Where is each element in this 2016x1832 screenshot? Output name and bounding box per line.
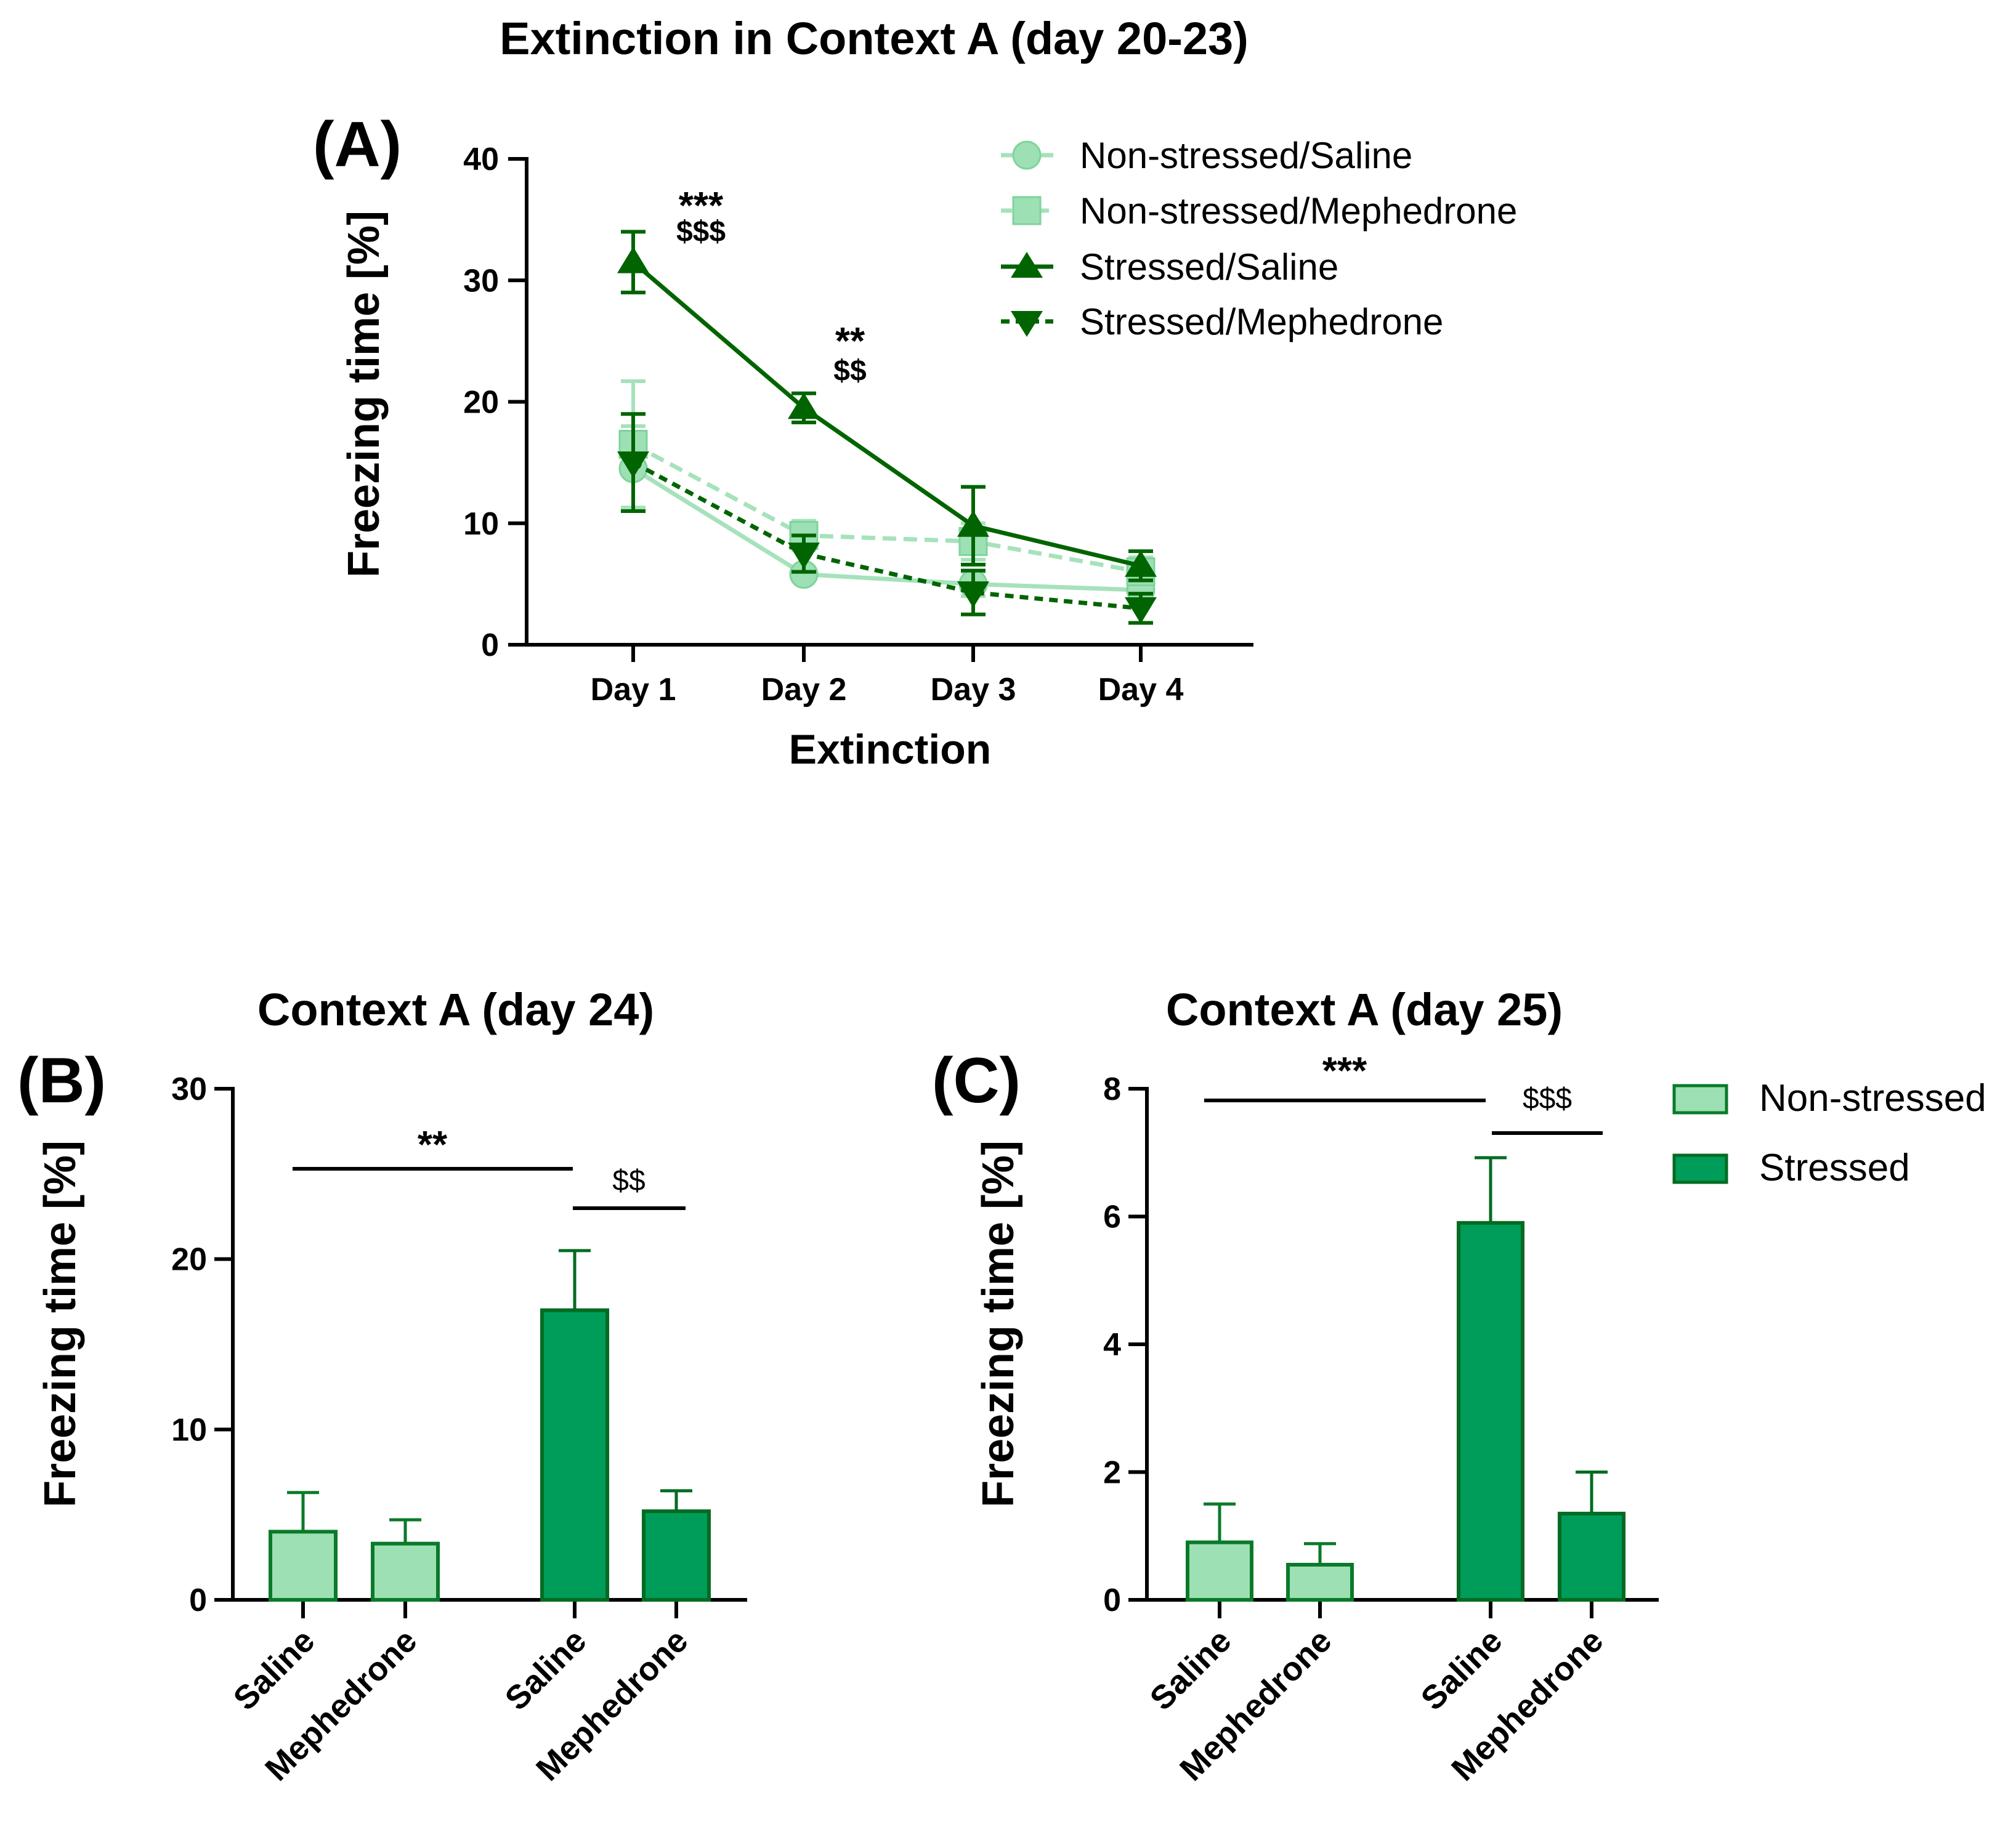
panel-a-ylabel: Freezing time [%] [339,211,389,578]
series-line [632,467,1141,592]
panel-b-title: Context A (day 24) [257,984,654,1035]
panel-a-legend: Non-stressed/Saline Non-stressed/Mephedr… [1001,135,1517,342]
y-tick-label: 8 [1103,1071,1121,1107]
legend-item-non-stressed-saline: Non-stressed/Saline [1001,135,1412,176]
y-tick-label: 30 [171,1071,207,1107]
panel-a-title: Extinction in Context A (day 20-23) [500,13,1249,64]
y-tick-label: 0 [189,1583,207,1618]
legend-swatch-dark [1672,1153,1728,1184]
panel-a-annotations: *** $$$ ** $$ [676,185,867,387]
legend-label: Non-stressed/Saline [1080,135,1412,176]
annotation-day2-dollars: $$ [833,355,867,387]
data-point [1125,597,1157,624]
series-line [632,442,1141,575]
series-stressed-saline [617,230,1157,583]
sig-dollars-c: $$$ [1523,1083,1572,1115]
panel-b: Context A (day 24) (B) Freezing time [%]… [17,984,747,1788]
legend-item-stressed-mephedrone: Stressed/Mephedrone [1001,301,1443,342]
y-tick-label: 10 [463,506,499,542]
data-point [788,392,820,419]
legend-swatch-light [1672,1084,1728,1115]
y-tick-label: 4 [1103,1327,1121,1363]
square-marker-icon [1012,196,1042,225]
legend-label: Stressed/Mephedrone [1080,301,1443,342]
bar-non-stressed-saline [269,1530,338,1602]
bar-stressed-mephedrone [1558,1511,1625,1602]
legend-item-stressed: Stressed [1672,1147,1910,1189]
panel-a-label: (A) [313,109,402,180]
panel-b-bars [269,1249,711,1602]
y-tick-label: 2 [1103,1455,1121,1491]
x-tick-label: Day 4 [1098,672,1184,708]
data-point [617,451,649,478]
y-tick-label: 40 [463,142,499,177]
series-line [631,260,1141,568]
legend-item-non-stressed: Non-stressed [1672,1077,1986,1120]
x-tick-label: Saline [1414,1622,1510,1717]
y-tick-label: 0 [481,627,499,663]
panel-a: Extinction in Context A (day 20-23) (A) … [313,13,1518,773]
panel-c-significance: *** $$$ [1204,1050,1603,1135]
x-tick-label: Day 3 [931,672,1016,708]
x-tick-label: Saline [498,1622,594,1717]
panel-c-ylabel: Freezing time [%] [974,1140,1023,1507]
panel-a-axes: 0 10 20 30 40 Day 1 Day 2 Day 3 Day 4 [463,142,1253,708]
legend-item-non-stressed-mephedrone: Non-stressed/Mephedrone [1001,190,1517,232]
y-tick-label: 0 [1103,1583,1121,1618]
y-tick-label: 6 [1103,1200,1121,1235]
x-tick-label: Saline [227,1622,322,1717]
panel-c: Context A (day 25) (C) Freezing time [%]… [932,984,1986,1788]
panel-c-bars [1186,1156,1625,1602]
legend-label: Non-stressed [1759,1077,1986,1120]
panel-c-label: (C) [932,1045,1021,1116]
legend-label: Non-stressed/Mephedrone [1080,190,1517,232]
data-point [788,543,820,570]
bar-non-stressed-mephedrone [1286,1562,1354,1602]
bar-non-stressed-mephedrone [371,1541,440,1602]
annotation-day1-dollars: $$$ [676,216,726,248]
data-point [1125,550,1157,577]
panel-a-series [617,230,1157,625]
triangle-up-marker-icon [1011,252,1043,278]
triangle-down-marker-icon [1011,311,1043,337]
sig-stars-c: *** [1322,1050,1367,1092]
legend-label: Stressed [1759,1147,1910,1189]
annotation-day2-stars: ** [835,320,865,363]
panel-b-label: (B) [17,1045,106,1116]
data-point [957,581,989,608]
x-tick-label: Day 2 [761,672,847,708]
legend-item-stressed-saline: Stressed/Saline [1001,246,1338,288]
y-tick-label: 20 [463,385,499,421]
x-tick-label: Day 1 [591,672,676,708]
series-stressed-mephedrone [617,412,1157,625]
data-point [957,510,989,537]
series-non-stressed-mephedrone [618,379,1156,589]
annotation-day1-stars: *** [679,185,724,227]
panel-b-ylabel: Freezing time [%] [36,1140,85,1507]
panel-c-legend: Non-stressed Stressed [1672,1077,1986,1189]
sig-dollars-b: $$ [612,1164,645,1197]
y-tick-label: 30 [463,263,499,299]
panel-b-significance: ** $$ [293,1124,686,1210]
sig-stars-b: ** [418,1124,448,1166]
series-non-stressed-saline [618,424,1156,605]
circle-marker-icon [1012,140,1042,170]
panel-a-xlabel: Extinction [789,726,992,773]
bar-stressed-mephedrone [642,1509,711,1602]
bar-stressed-saline [540,1308,609,1602]
panel-c-title: Context A (day 25) [1166,984,1563,1035]
y-tick-label: 20 [171,1242,207,1278]
y-tick-label: 10 [171,1412,207,1448]
data-point [617,246,649,273]
bar-stressed-saline [1457,1221,1524,1602]
series-line [632,461,1141,611]
x-tick-label: Saline [1143,1622,1239,1717]
bar-non-stressed-saline [1186,1540,1253,1602]
legend-label: Stressed/Saline [1080,246,1338,288]
